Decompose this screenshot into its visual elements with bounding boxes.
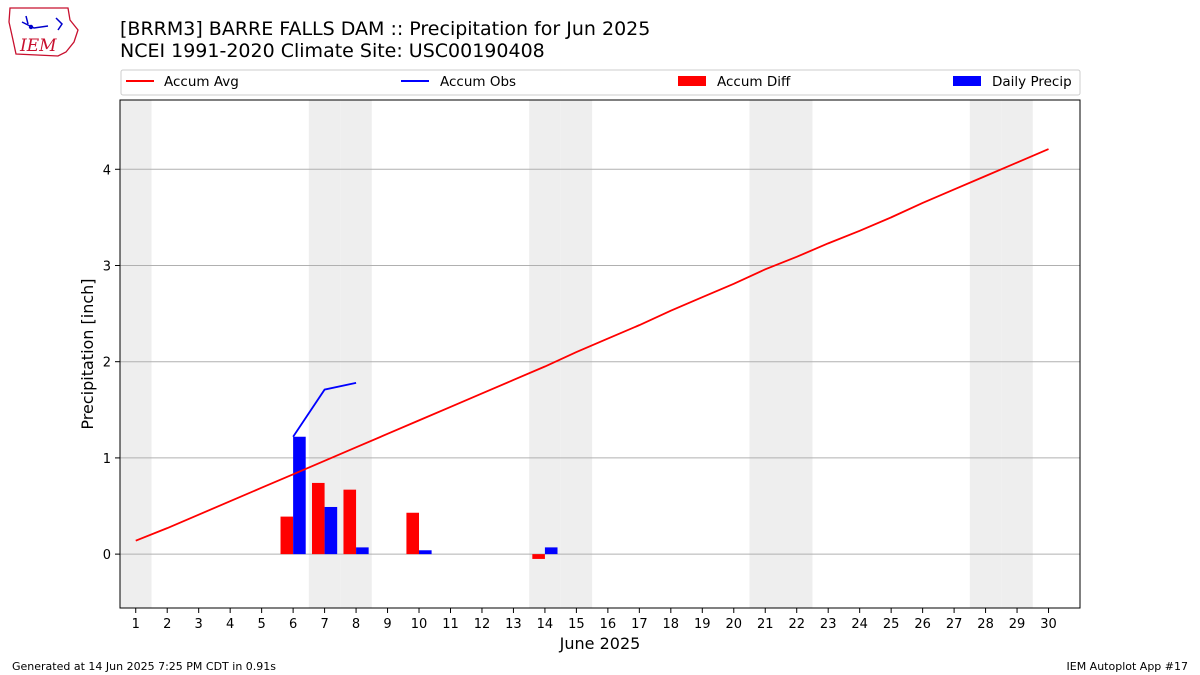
- x-tick-label: 3: [195, 617, 203, 632]
- legend: Accum Avg Accum Obs Accum Diff Daily Pre…: [120, 69, 1081, 96]
- x-tick-label: 29: [1009, 617, 1026, 632]
- x-tick-label: 27: [946, 617, 963, 632]
- x-tick-label: 21: [757, 617, 774, 632]
- y-tick-label: 1: [103, 452, 111, 467]
- weekend-band: [749, 100, 781, 608]
- x-tick-label: 18: [663, 617, 680, 632]
- chart-subtitle: NCEI 1991-2020 Climate Site: USC00190408: [120, 40, 545, 62]
- daily-precip-bar: [293, 436, 306, 555]
- accum-diff-bar: [280, 516, 294, 555]
- x-tick-label: 1: [132, 617, 140, 632]
- footer-generated: Generated at 14 Jun 2025 7:25 PM CDT in …: [12, 660, 276, 673]
- y-tick-label: 2: [103, 356, 111, 371]
- x-tick-label: 4: [226, 617, 234, 632]
- x-tick-label: 24: [851, 617, 868, 632]
- x-tick-label: 26: [914, 617, 931, 632]
- x-tick-label: 12: [474, 617, 491, 632]
- weekend-band: [529, 100, 561, 608]
- grid-lines: [120, 168, 1080, 555]
- x-tick-label: 14: [537, 617, 554, 632]
- legend-box: [120, 69, 1081, 96]
- x-tick-label: 6: [289, 617, 297, 632]
- x-tick-label: 9: [383, 617, 391, 632]
- weekend-band: [1001, 100, 1033, 608]
- iem-logo: IEM: [8, 7, 79, 57]
- y-axis-label: Precipitation [inch]: [78, 278, 97, 429]
- x-axis-label: June 2025: [559, 634, 641, 653]
- bars: [280, 436, 558, 559]
- x-tick-label: 13: [505, 617, 522, 632]
- weekend-band: [969, 100, 1002, 608]
- legend-avg-label: Accum Avg: [164, 74, 239, 90]
- x-tick-label: 2: [163, 617, 171, 632]
- x-tick-label: 19: [694, 617, 711, 632]
- legend-daily-swatch: [953, 76, 981, 86]
- y-tick-label: 3: [103, 259, 111, 274]
- x-tick-label: 25: [883, 617, 900, 632]
- footer-app: IEM Autoplot App #17: [1067, 660, 1189, 673]
- daily-precip-bar: [324, 506, 338, 555]
- weekend-band: [560, 100, 593, 608]
- logo-text: IEM: [19, 36, 57, 56]
- lines: [135, 148, 1049, 542]
- weekend-band: [780, 100, 813, 608]
- x-tick-label: 28: [977, 617, 994, 632]
- x-tick-label: 7: [320, 617, 328, 632]
- plot-frame: [119, 99, 1081, 609]
- x-tick-label: 5: [257, 617, 265, 632]
- accum-avg-line: [135, 148, 1049, 542]
- x-tick-label: 8: [352, 617, 360, 632]
- legend-obs-label: Accum Obs: [440, 74, 516, 90]
- accum-diff-bar: [312, 482, 325, 555]
- y-tick-label: 4: [103, 163, 111, 178]
- x-tick-label: 11: [442, 617, 459, 632]
- x-tick-label: 17: [631, 617, 648, 632]
- y-tick-label: 0: [103, 548, 111, 563]
- accum-diff-bar: [406, 512, 420, 555]
- weekend-band: [120, 100, 152, 608]
- legend-diff-swatch: [678, 76, 706, 86]
- x-tick-label: 22: [788, 617, 805, 632]
- x-tick-label: 23: [820, 617, 837, 632]
- daily-precip-bar: [419, 550, 432, 555]
- x-tick-label: 16: [600, 617, 617, 632]
- accum-diff-bar: [532, 554, 545, 559]
- legend-daily-label: Daily Precip: [992, 74, 1072, 90]
- x-tick-label: 15: [568, 617, 585, 632]
- daily-precip-bar: [356, 547, 369, 555]
- chart-title: [BRRM3] BARRE FALLS DAM :: Precipitation…: [120, 18, 650, 40]
- x-tick-label: 10: [411, 617, 428, 632]
- accum-obs-line: [292, 381, 357, 438]
- daily-precip-bar: [544, 547, 558, 555]
- x-tick-label: 20: [725, 617, 742, 632]
- legend-diff-label: Accum Diff: [717, 74, 791, 90]
- accum-diff-bar: [343, 489, 357, 555]
- weekend-shading: [120, 100, 1033, 608]
- x-tick-label: 30: [1040, 617, 1057, 632]
